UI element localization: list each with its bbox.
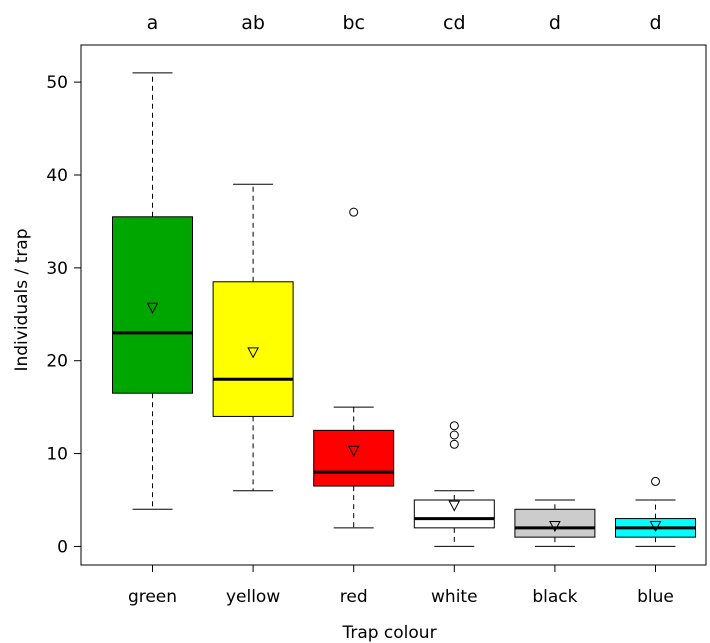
box-black xyxy=(514,499,596,547)
outlier-point xyxy=(449,421,459,431)
box-blue xyxy=(615,476,696,547)
box-iqr xyxy=(313,429,395,487)
mean-marker xyxy=(247,347,259,359)
significance-letter: cd xyxy=(443,12,466,34)
mean-marker xyxy=(347,445,360,457)
box-green xyxy=(112,72,193,510)
x-tick-label-red: red xyxy=(340,587,368,607)
x-tick-label-blue: blue xyxy=(637,587,674,607)
significance-letters: a ab bc cd d d xyxy=(147,12,662,34)
y-tick-label: 20 xyxy=(46,352,68,372)
box-iqr xyxy=(413,499,495,529)
x-tick-label-yellow: yellow xyxy=(226,587,280,607)
y-tick-label: 40 xyxy=(46,166,68,186)
x-tick-label-green: green xyxy=(128,587,177,607)
outlier-point xyxy=(651,476,660,486)
x-tick-label-black: black xyxy=(532,587,577,607)
y-axis-label: Individuals / trap xyxy=(12,228,32,371)
box-white xyxy=(413,421,495,547)
y-tick-label: 50 xyxy=(46,73,68,93)
box-iqr xyxy=(112,216,193,394)
y-tick-label: 30 xyxy=(46,259,68,279)
box-red xyxy=(313,207,395,529)
outlier-point xyxy=(449,439,459,449)
y-tick-label: 0 xyxy=(57,537,68,557)
outlier-point xyxy=(449,430,459,440)
y-tick-label: 10 xyxy=(46,445,68,465)
significance-letter: d xyxy=(649,12,661,34)
plot-marks xyxy=(112,72,696,547)
significance-letter: a xyxy=(147,12,159,34)
mean-marker xyxy=(549,521,561,533)
plot-frame xyxy=(80,44,707,566)
box-iqr xyxy=(212,281,294,417)
significance-letter: ab xyxy=(241,12,265,34)
box-iqr xyxy=(514,508,596,538)
x-axis-label: Trap colour xyxy=(341,623,436,643)
mean-marker xyxy=(649,521,662,533)
mean-marker xyxy=(146,302,159,314)
outlier-point xyxy=(349,207,359,217)
significance-letter: bc xyxy=(342,12,365,34)
box-yellow xyxy=(212,183,294,492)
x-tick-label-white: white xyxy=(431,587,478,607)
axes: 0 10 20 30 40 50 green yellow red white black blue xyxy=(46,44,707,607)
mean-marker xyxy=(448,500,461,512)
significance-letter: d xyxy=(549,12,561,34)
